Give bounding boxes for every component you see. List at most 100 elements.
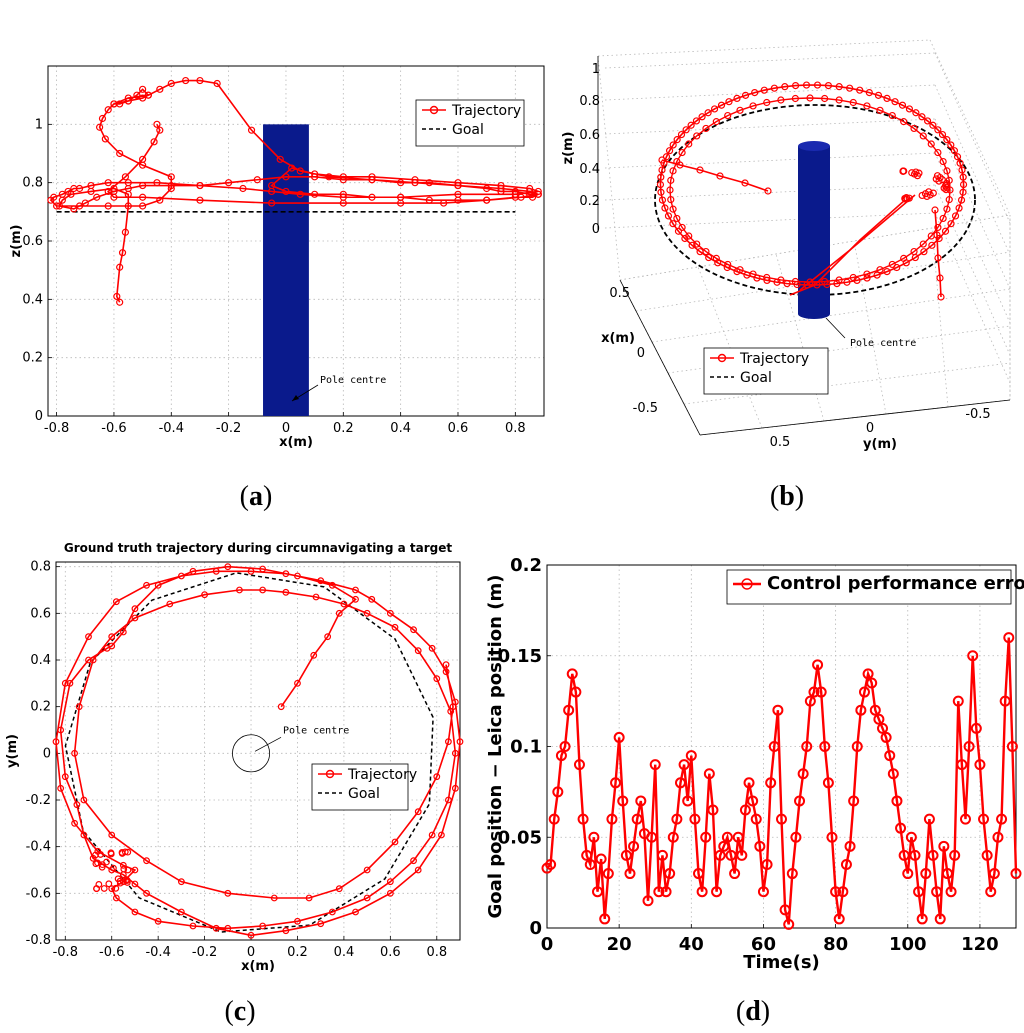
- trajectory-marker: [75, 703, 83, 711]
- error-marker: [801, 741, 813, 752]
- box-edge: [929, 39, 1011, 216]
- trajectory-marker: [277, 703, 285, 711]
- error-marker: [631, 813, 643, 825]
- z-gridline: [604, 118, 936, 135]
- trajectory-marker: [888, 111, 896, 120]
- trajectory-marker: [891, 98, 899, 106]
- y-axis-label: y(m): [863, 437, 897, 452]
- error-marker: [952, 695, 964, 707]
- trajectory-marker: [317, 920, 325, 928]
- trajectory-marker: [150, 138, 158, 146]
- trajectory-marker: [955, 204, 963, 212]
- error-marker: [664, 868, 676, 880]
- y-axis-label: y(m): [5, 734, 20, 768]
- x3d-tick-label: -0.5: [633, 401, 658, 416]
- trajectory-marker: [131, 614, 139, 622]
- trajectory-marker: [692, 117, 701, 125]
- y-tick-label: 0: [529, 918, 542, 939]
- error-marker: [592, 886, 604, 898]
- trajectory-marker: [131, 908, 139, 916]
- trajectory-marker: [70, 205, 78, 213]
- trajectory-marker: [849, 98, 857, 107]
- trajectory-marker: [760, 86, 768, 94]
- trajectory-marker: [791, 277, 799, 286]
- trajectory-marker: [741, 91, 750, 99]
- error-marker: [743, 777, 755, 789]
- error-marker: [732, 831, 744, 843]
- error-marker: [909, 849, 921, 861]
- error-marker: [959, 813, 971, 825]
- y-tick-label: 0.8: [30, 560, 51, 575]
- error-marker: [913, 886, 925, 898]
- error-marker: [707, 804, 719, 816]
- pole-top: [798, 141, 830, 151]
- error-marker: [566, 668, 578, 680]
- caption-d-letter: d: [745, 996, 761, 1027]
- trajectory-marker: [873, 271, 881, 279]
- y-tick-label: 0.2: [510, 555, 542, 576]
- error-marker: [624, 868, 636, 880]
- error-marker: [642, 895, 654, 907]
- error-marker: [689, 813, 701, 825]
- trajectory-marker: [167, 79, 175, 88]
- trajectory-marker: [526, 184, 534, 193]
- trajectory-marker: [335, 885, 343, 893]
- trajectory-line: [661, 159, 769, 192]
- error-marker: [602, 868, 614, 880]
- trajectory-marker: [901, 195, 910, 203]
- trajectory-marker: [212, 924, 220, 932]
- panel-c-chart: -0.8 -0.6 -0.4 -0.2 0 0.2 0.4 0.6 0.8 -0.8 -0.6 -0.…: [5, 541, 464, 974]
- x-tick-label: 100: [889, 934, 927, 955]
- trajectory-marker: [717, 101, 726, 109]
- error-marker: [840, 858, 852, 870]
- trajectory-line: [659, 84, 965, 286]
- trajectory-marker: [116, 263, 124, 271]
- error-marker: [916, 913, 928, 925]
- trajectory-marker: [294, 679, 301, 687]
- trajectory-marker: [196, 76, 204, 85]
- trajectory-marker: [821, 94, 829, 103]
- trajectory-marker: [253, 176, 261, 184]
- legend-box: [726, 569, 1012, 605]
- error-marker: [956, 759, 968, 771]
- trajectory-marker: [133, 91, 141, 99]
- trajectory-marker: [71, 749, 78, 757]
- trajectory-marker: [368, 173, 376, 181]
- trajectory-marker: [118, 850, 126, 857]
- annotation-pole-centre: Pole centre: [320, 375, 386, 386]
- error-marker: [790, 831, 802, 843]
- trajectory-marker: [528, 193, 537, 201]
- error-marker: [985, 886, 997, 898]
- trajectory-marker: [900, 254, 908, 262]
- trajectory-marker: [212, 567, 220, 575]
- trajectory-marker: [294, 572, 301, 580]
- trajectory-marker: [73, 801, 81, 809]
- trajectory-marker: [410, 857, 417, 865]
- trajectory-marker: [874, 91, 883, 99]
- trajectory-marker: [47, 196, 55, 204]
- error-marker: [880, 731, 892, 743]
- trajectory-marker: [167, 184, 175, 193]
- trajectory-marker: [153, 179, 161, 187]
- trajectory-marker: [950, 147, 959, 155]
- error-marker: [970, 722, 982, 734]
- caption-c-letter: c: [234, 996, 246, 1027]
- trajectory-marker: [526, 187, 534, 196]
- z-tick-label: 0.8: [579, 94, 600, 109]
- trajectory-marker: [177, 908, 185, 916]
- annotation-pole-centre: Pole centre: [283, 725, 349, 736]
- trajectory-marker: [108, 885, 116, 893]
- trajectory-marker: [119, 628, 127, 636]
- trajectory-marker: [143, 857, 150, 865]
- trajectory-marker: [288, 164, 296, 172]
- error-marker: [620, 849, 632, 861]
- trajectory-marker: [947, 141, 955, 149]
- trajectory-marker: [110, 193, 118, 201]
- trajectory-marker: [52, 738, 60, 746]
- trajectory-marker: [58, 190, 66, 198]
- error-marker: [804, 695, 816, 707]
- trajectory-marker: [667, 176, 675, 184]
- trajectory-marker: [764, 187, 772, 195]
- error-marker: [754, 840, 766, 852]
- error-marker: [974, 759, 986, 771]
